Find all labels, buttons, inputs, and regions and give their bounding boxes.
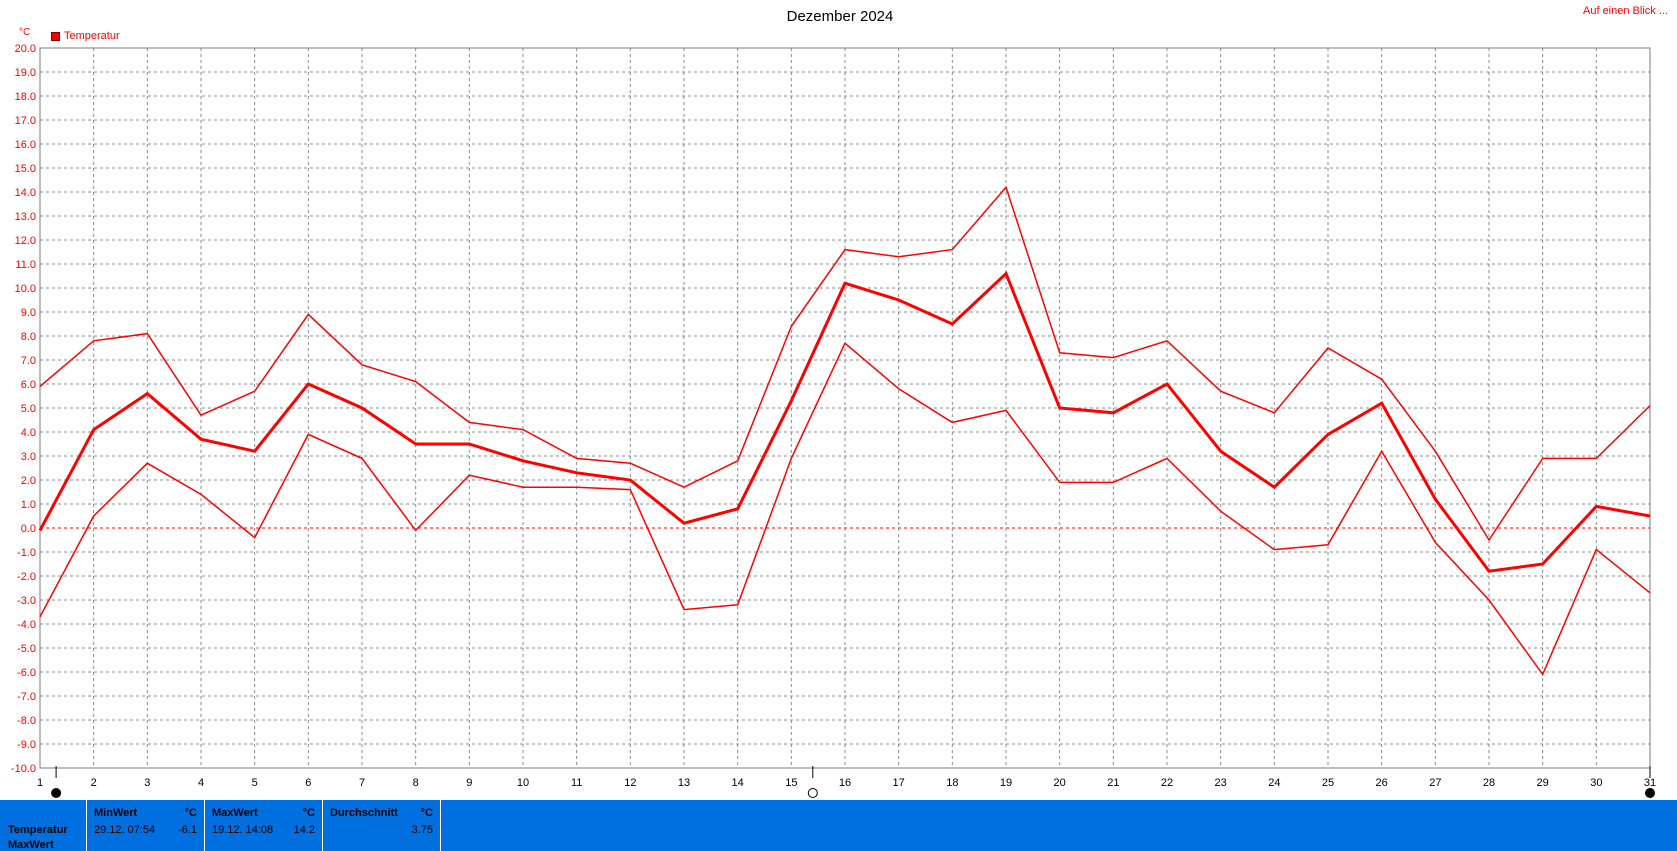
x-tick-label: 2	[91, 777, 97, 789]
y-tick-label: 5.0	[21, 403, 36, 415]
max-header: MaxWert	[212, 807, 258, 819]
footer-min-cell: MinWert °C 29.12. 07:54 -6.1	[87, 800, 205, 851]
avg-header: Durchschnitt	[330, 807, 398, 819]
y-tick-label: 8.0	[21, 331, 36, 343]
x-tick-label: 1	[37, 777, 43, 789]
x-tick-label: 26	[1376, 777, 1388, 789]
x-tick-label: 30	[1590, 777, 1602, 789]
y-tick-label: 2.0	[21, 475, 36, 487]
max-unit: °C	[302, 807, 315, 819]
avg-value: 3.75	[411, 824, 433, 836]
x-tick-label: 15	[785, 777, 797, 789]
y-tick-label: -3.0	[17, 595, 36, 607]
x-tick-label: 29	[1537, 777, 1549, 789]
x-tick-label: 9	[466, 777, 472, 789]
x-tick-label: 7	[359, 777, 365, 789]
min-header: MinWert	[94, 807, 138, 819]
y-tick-label: 6.0	[21, 379, 36, 391]
y-tick-label: 0.0	[21, 523, 36, 535]
axis-marker-dot	[807, 788, 818, 798]
series-lines	[38, 185, 1651, 676]
max-value: 14.2	[293, 824, 315, 836]
x-tick-label: 14	[732, 777, 744, 789]
avg-unit: °C	[420, 807, 433, 819]
y-tick-label: 19.0	[15, 67, 36, 79]
min-value: -6.1	[178, 824, 197, 836]
footer-row-label-maxwert: MaxWert	[8, 839, 54, 851]
x-tick-label: 25	[1322, 777, 1334, 789]
x-tick-label: 6	[305, 777, 311, 789]
overview-link[interactable]: Auf einen Blick ...	[1583, 5, 1668, 17]
y-tick-label: -6.0	[17, 667, 36, 679]
y-tick-label: 13.0	[15, 211, 36, 223]
series-line-max	[39, 185, 1651, 542]
x-tick-label: 20	[1054, 777, 1066, 789]
min-datetime: 29.12. 07:54	[94, 824, 156, 836]
legend-swatch	[51, 31, 60, 41]
x-tick-label: 23	[1215, 777, 1227, 789]
y-tick-label: 4.0	[21, 427, 36, 439]
y-tick-label: 16.0	[15, 139, 36, 151]
y-tick-label: -2.0	[17, 571, 36, 583]
axis-marker-dot	[51, 788, 62, 798]
x-tick-label: 19	[1000, 777, 1012, 789]
footer-avg-cell: Durchschnitt °C 3.75	[323, 800, 441, 851]
x-tick-label: 27	[1429, 777, 1441, 789]
x-tick-label: 22	[1161, 777, 1173, 789]
x-tick-label: 28	[1483, 777, 1495, 789]
grid	[40, 48, 1650, 768]
y-tick-label: 3.0	[21, 451, 36, 463]
x-tick-label: 8	[413, 777, 419, 789]
legend-label: Temperatur	[64, 30, 120, 42]
x-tick-label: 11	[571, 777, 582, 789]
axis-marker-dot	[1645, 788, 1655, 798]
x-tick-label: 3	[144, 777, 150, 789]
y-tick-label: 20.0	[15, 43, 36, 55]
axis-markers	[51, 766, 1655, 798]
x-tick-label: 16	[839, 777, 851, 789]
x-tick-label: 4	[198, 777, 204, 789]
y-tick-label: -4.0	[17, 619, 36, 631]
footer-row-label-temperature: Temperatur	[8, 824, 68, 836]
y-tick-label: 11.0	[15, 259, 36, 271]
x-tick-label: 10	[517, 777, 529, 789]
y-tick-label: -10.0	[11, 763, 36, 775]
x-tick-label: 12	[624, 777, 636, 789]
stats-footer: Temperatur MaxWert MinWert °C 29.12. 07:…	[0, 800, 1677, 851]
chart-title: Dezember 2024	[787, 8, 894, 25]
y-tick-label: -5.0	[17, 643, 36, 655]
axes: 20.019.018.017.016.015.014.013.012.011.0…	[11, 43, 1656, 789]
legend: Temperatur	[51, 30, 120, 42]
y-tick-label: 15.0	[15, 163, 36, 175]
x-tick-label: 5	[252, 777, 258, 789]
x-tick-label: 13	[678, 777, 690, 789]
x-tick-label: 17	[893, 777, 905, 789]
series-line-avg	[38, 271, 1651, 573]
footer-label-cell	[0, 800, 87, 851]
y-tick-label: 1.0	[21, 499, 36, 511]
y-tick-label: 12.0	[15, 235, 36, 247]
series-line-min	[39, 341, 1651, 676]
y-tick-label: -7.0	[17, 691, 36, 703]
x-tick-label: 31	[1644, 777, 1656, 789]
y-tick-label: 9.0	[21, 307, 36, 319]
y-tick-label: 14.0	[15, 187, 36, 199]
max-datetime: 19.12. 14:08	[212, 824, 274, 836]
x-tick-label: 18	[946, 777, 958, 789]
y-tick-label: 7.0	[21, 355, 36, 367]
y-tick-label: -1.0	[17, 547, 36, 559]
y-tick-label: 17.0	[15, 115, 36, 127]
y-tick-label: -9.0	[17, 739, 36, 751]
temperature-chart: Dezember 2024 20.019.018.017.016.015.014…	[11, 8, 1656, 798]
y-tick-label: 18.0	[15, 91, 36, 103]
y-tick-label: 10.0	[15, 283, 36, 295]
x-tick-label: 21	[1107, 777, 1119, 789]
y-axis-unit-label: °C	[19, 27, 31, 38]
x-tick-label: 24	[1268, 777, 1280, 789]
y-tick-label: -8.0	[17, 715, 36, 727]
plot-frame	[39, 47, 1651, 769]
footer-max-cell: MaxWert °C 19.12. 14:08 14.2	[205, 800, 323, 851]
min-unit: °C	[184, 807, 197, 819]
